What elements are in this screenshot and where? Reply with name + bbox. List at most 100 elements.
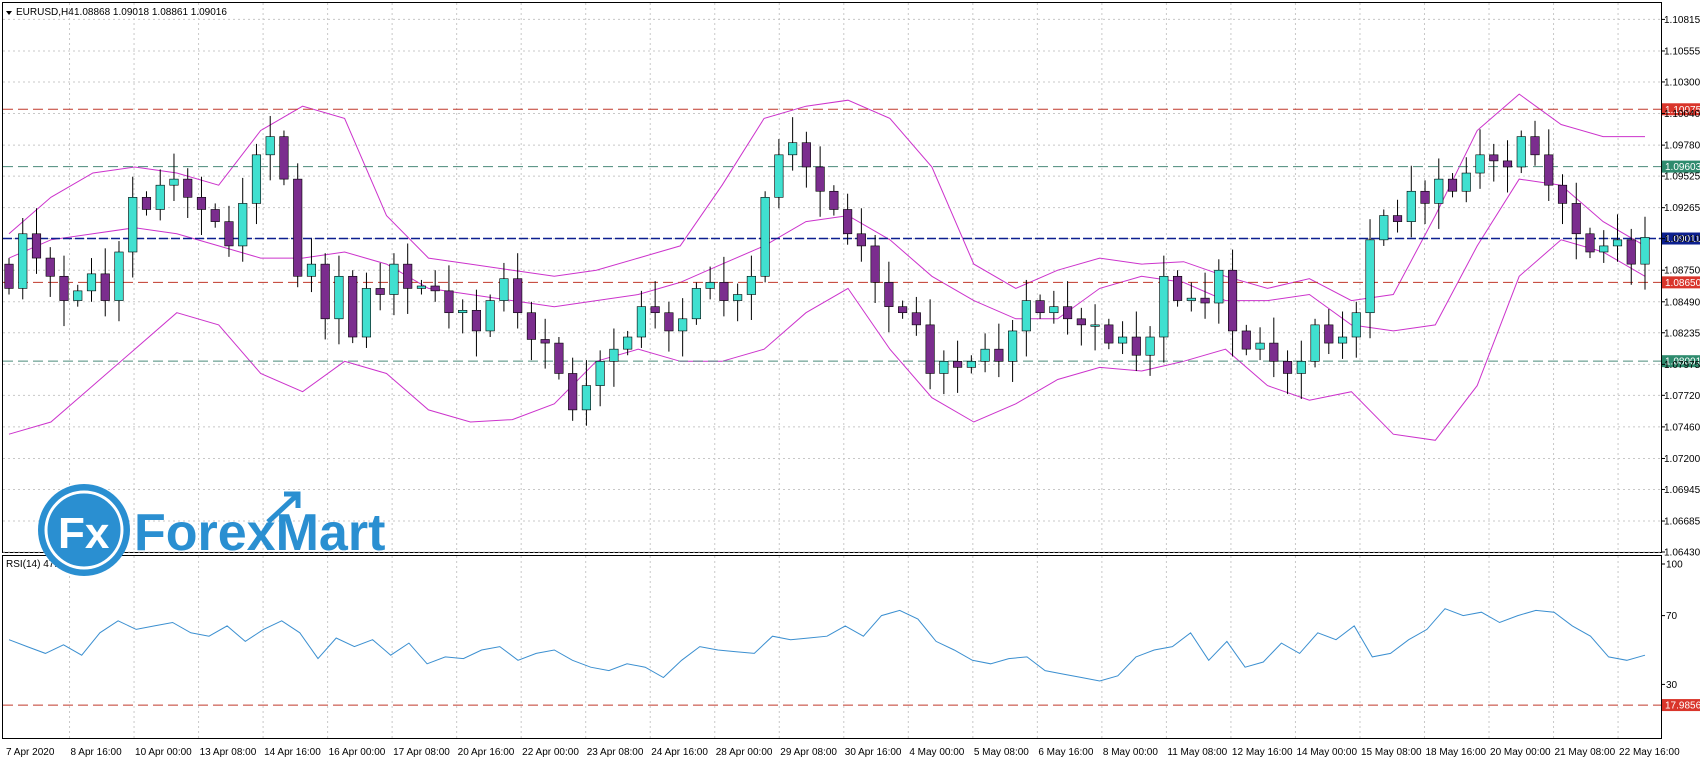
candle-body [664, 312, 674, 332]
bollinger-lower-line [8, 239, 1646, 441]
candle-body [1571, 203, 1581, 235]
time-tick-label: 4 May 00:00 [909, 747, 964, 758]
price-tick-label: 1.09525 [1664, 172, 1701, 183]
time-tick-label: 12 May 16:00 [1232, 747, 1293, 758]
price-tick-label: 1.08235 [1664, 328, 1701, 339]
candle-body [196, 197, 207, 210]
rsi-level-label: 17.9856 [1665, 701, 1702, 712]
candle-body [18, 233, 28, 289]
candle-body [1447, 178, 1458, 192]
candle-body [719, 282, 729, 301]
candle-body [1104, 324, 1114, 344]
candle-body [1021, 300, 1031, 332]
candle-body [760, 197, 770, 277]
candle-body [499, 278, 509, 301]
candle-body [1461, 172, 1471, 192]
candle-body [650, 306, 660, 314]
candle-body [1324, 324, 1334, 344]
time-tick-label: 24 Apr 16:00 [651, 747, 708, 758]
candle-body [224, 221, 234, 247]
candle-body [1214, 269, 1224, 304]
price-tick-label: 1.06945 [1664, 485, 1701, 496]
candle-body [471, 309, 481, 332]
time-tick-label: 13 Apr 08:00 [200, 747, 257, 758]
candle-body [1200, 297, 1210, 304]
candle-body [155, 184, 165, 210]
level-price-label: 1.09011 [1665, 234, 1701, 245]
candle-body [1063, 306, 1073, 320]
candle-body [114, 251, 124, 301]
candle-body [609, 348, 619, 362]
candle-body [513, 278, 523, 314]
level-price-tag [1662, 160, 1700, 173]
time-tick-label: 8 May 00:00 [1103, 747, 1158, 758]
level-price-tag [1662, 232, 1700, 245]
level-price-label: 1.10075 [1665, 105, 1702, 116]
candle-body [678, 318, 688, 332]
time-tick-label: 29 Apr 08:00 [780, 747, 837, 758]
candle-body [705, 282, 715, 289]
candle-body [1118, 336, 1128, 344]
candle-body [774, 154, 784, 198]
candle-body [1365, 239, 1375, 314]
candle-body [1282, 361, 1293, 374]
horizontal-levels: 1.10075 1.09603 1.09011 1.08650 1.08001 [3, 103, 1702, 368]
price-tick-label: 1.07720 [1664, 391, 1701, 402]
rsi-indicator: 17.9856 [3, 608, 1702, 712]
candle-body [815, 166, 825, 192]
candle-body [966, 361, 976, 368]
grid-lines [3, 3, 1661, 738]
time-tick-label: 28 Apr 00:00 [716, 747, 773, 758]
candle-body [1008, 330, 1018, 362]
candle-body [1145, 336, 1155, 356]
time-tick-label: 8 Apr 16:00 [71, 747, 123, 758]
candle-body [169, 178, 179, 186]
candle-body [1544, 154, 1554, 186]
rsi-tick-label: 100 [1666, 560, 1683, 571]
candle-body [636, 306, 646, 338]
time-tick-label: 5 May 08:00 [974, 747, 1029, 758]
candle-body [1310, 324, 1320, 362]
candle-body [1159, 275, 1169, 338]
time-tick-label: 14 May 00:00 [1296, 747, 1357, 758]
candle-body [1557, 184, 1568, 204]
candle-body [128, 197, 138, 253]
candle-body [939, 361, 949, 374]
rsi-title: RSI(14) 47.2379 [6, 559, 80, 570]
logo-wordmark: ForexMart [134, 504, 385, 562]
price-tick-label: 1.10040 [1664, 109, 1701, 120]
candle-body [251, 154, 262, 204]
candle-body [279, 136, 289, 180]
candle-body [856, 233, 866, 247]
logo-arrow-icon [266, 491, 301, 524]
candle-body [994, 348, 1004, 362]
symbol-label: EURUSD,H4 [16, 7, 74, 18]
candle-body [870, 245, 880, 283]
candle-body [953, 361, 963, 368]
candle-body [485, 300, 495, 332]
candle-body [1406, 190, 1416, 222]
candle-body [86, 273, 97, 292]
candle-body [375, 288, 385, 295]
logo-mark: Fx [58, 509, 110, 558]
candle-body [581, 385, 591, 411]
candle-body [293, 178, 303, 277]
price-tick-label: 1.07200 [1664, 454, 1701, 465]
candle-body [183, 178, 193, 198]
chevron-down-icon[interactable] [6, 11, 12, 15]
candle-body [1296, 361, 1306, 374]
time-tick-label: 7 Apr 2020 [6, 747, 55, 758]
candle-body [829, 190, 839, 210]
candle-body [554, 342, 564, 374]
time-tick-label: 17 Apr 08:00 [393, 747, 450, 758]
candle-body [430, 285, 440, 292]
candle-body [1530, 136, 1540, 156]
candle-body [1076, 318, 1086, 326]
chart-header: EURUSD,H4 1.08868 1.09018 1.08861 1.0901… [6, 7, 227, 18]
candle-body [31, 233, 42, 259]
level-price-label: 1.08001 [1665, 357, 1702, 368]
candlesticks [4, 115, 1650, 426]
time-tick-label: 15 May 08:00 [1361, 747, 1422, 758]
time-tick-label: 18 May 16:00 [1425, 747, 1486, 758]
